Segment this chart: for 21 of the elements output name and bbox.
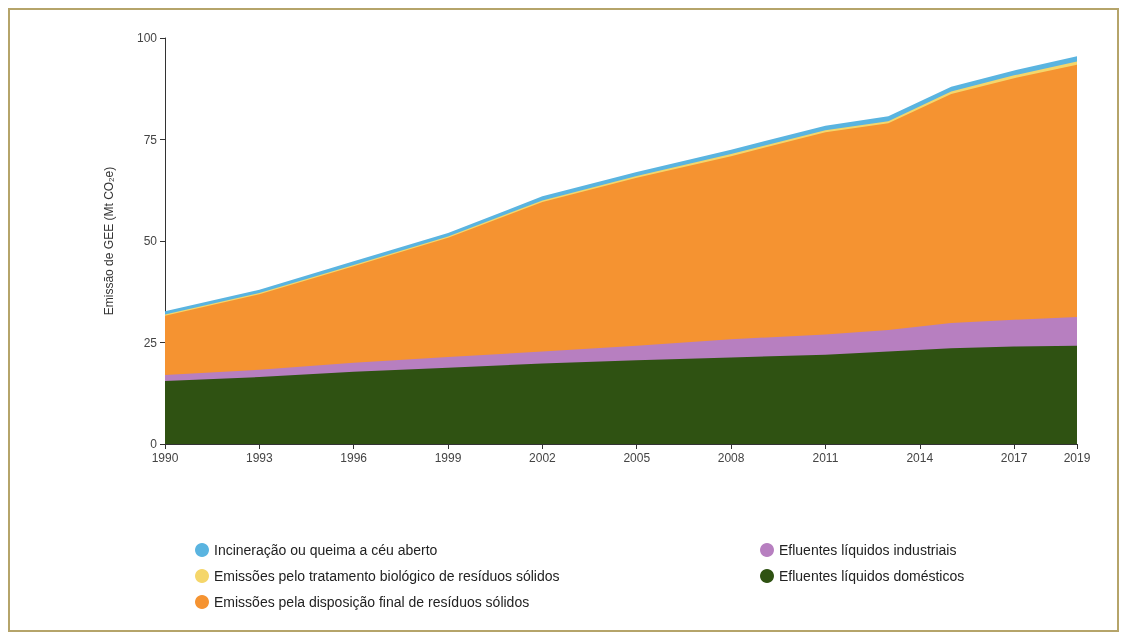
y-tick-label: 75: [143, 132, 158, 147]
x-tick-label: 2008: [717, 451, 745, 465]
x-tick-label: 1996: [340, 451, 368, 465]
legend-label: Incineração ou queima a céu aberto: [214, 542, 438, 558]
x-tick-label: 1990: [151, 451, 179, 465]
y-tick-label: 100: [136, 31, 158, 45]
legend-label: Emissões pelo tratamento biológico de resíduos sólidos: [214, 568, 560, 584]
x-tick-label: 2005: [623, 451, 651, 465]
x-tick-label: 1999: [434, 451, 462, 465]
x-tick-label: 2002: [529, 451, 557, 465]
y-tick-label: 50: [143, 234, 158, 248]
legend-label: Efluentes líquidos industriais: [779, 542, 957, 558]
legend-label: Emissões pela disposição final de resíduos sólidos: [214, 594, 530, 610]
y-tick-label: 25: [143, 335, 158, 350]
x-tick-label: 2011: [812, 451, 839, 465]
y-tick-label: 0: [150, 437, 158, 451]
x-tick-label: 1993: [245, 451, 274, 465]
x-tick-label: 2019: [1063, 451, 1091, 465]
x-tick-label: 2014: [906, 451, 934, 465]
x-tick-label: 2017: [1000, 451, 1028, 465]
legend-label: Efluentes líquidos domésticos: [779, 568, 965, 584]
